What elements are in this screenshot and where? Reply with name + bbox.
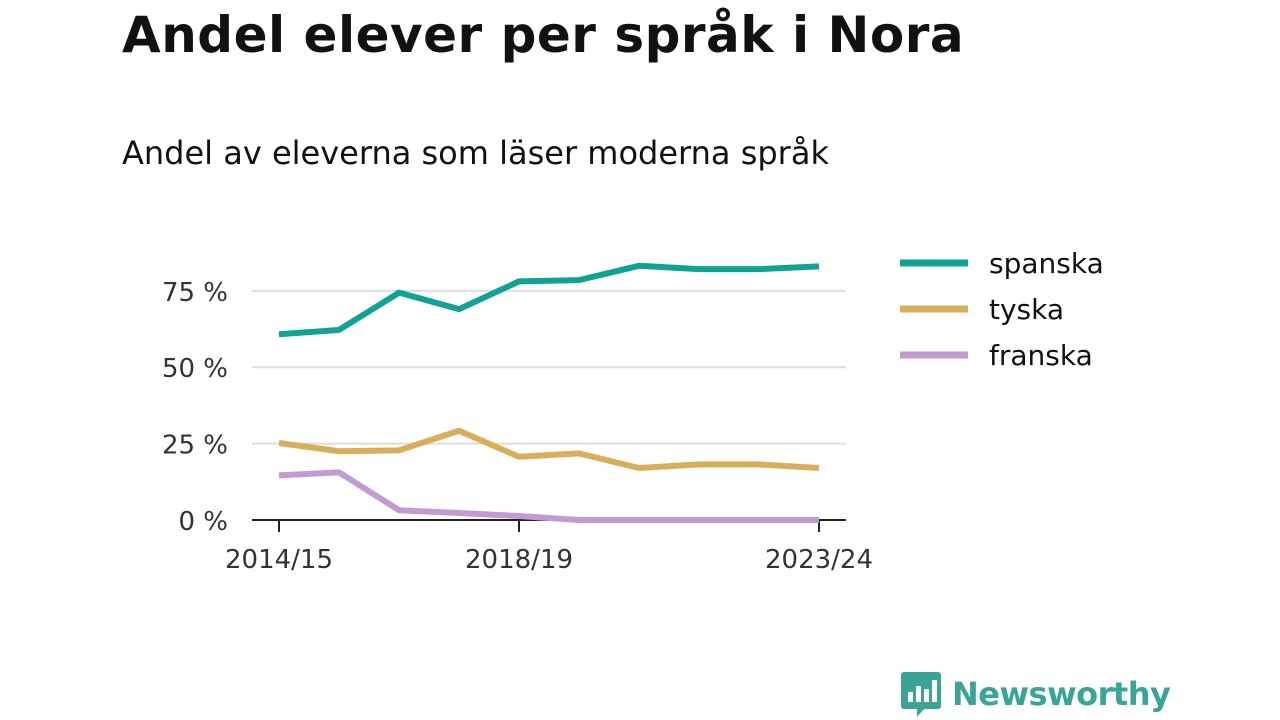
y-tick-label: 50 % [162, 354, 228, 384]
series-lines [278, 262, 820, 523]
series-line-tyska [278, 427, 820, 472]
legend-label-spanska: spanska [989, 247, 1104, 280]
series-line-franska [278, 469, 819, 523]
x-axis: 2014/15 2018/19 2023/24 [225, 519, 873, 575]
brand-name: Newsworthy [952, 675, 1171, 713]
grid-lines [252, 289, 846, 445]
x-tick-label: 2023/24 [765, 545, 873, 575]
legend: spanska tyska franska [900, 247, 1104, 372]
y-tick-label: 25 % [162, 431, 228, 461]
chart-subtitle: Andel av eleverna som läser moderna språ… [122, 134, 829, 172]
x-tick-label: 2018/19 [465, 545, 573, 575]
newsworthy-logo: Newsworthy [900, 670, 1171, 718]
legend-label-franska: franska [989, 339, 1093, 372]
chart-title: Andel elever per språk i Nora [122, 6, 965, 64]
legend-label-tyska: tyska [989, 293, 1064, 326]
series-line-spanska [278, 262, 820, 338]
x-tick-label: 2014/15 [225, 545, 333, 575]
y-tick-label: 75 % [162, 278, 228, 308]
y-tick-label: 0 % [178, 507, 228, 537]
y-axis-ticks: 0 % 25 % 50 % 75 % [162, 278, 228, 537]
newsworthy-logo-icon [901, 672, 941, 717]
